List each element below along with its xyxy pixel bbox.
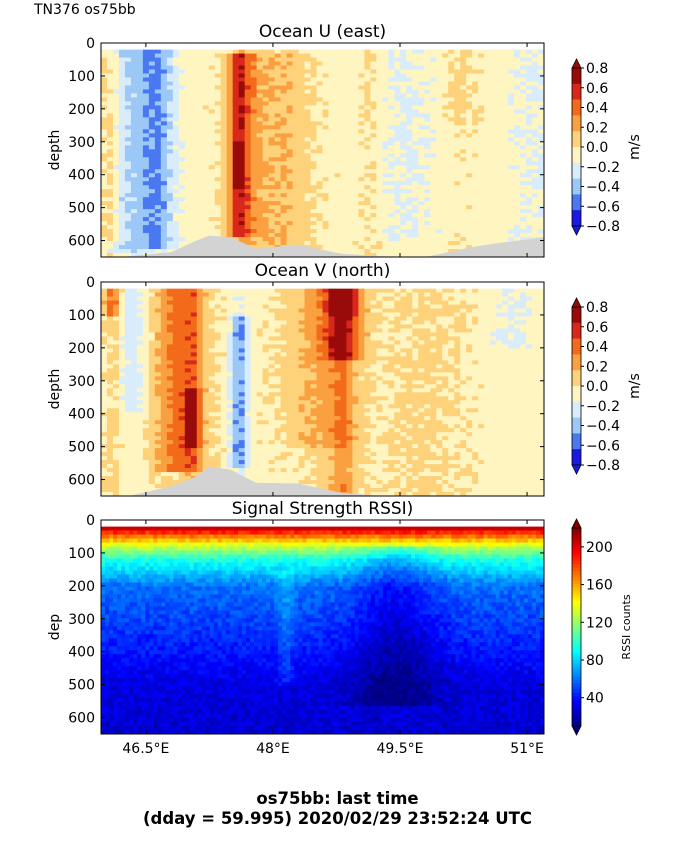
y-axis-label: dep [47,614,63,641]
y-tick-label: 400 [68,407,95,423]
x-tick-label: 48°E [256,741,290,757]
y-tick-label: 0 [86,36,95,52]
heatmap-field [101,43,544,257]
colorbar-tick-label: −0.2 [586,399,620,415]
colorbar-tick-label: 120 [586,615,613,631]
colorbar-tick-label: −0.8 [586,458,620,474]
chart-title: Ocean V (north) [255,261,391,281]
y-tick-label: 100 [68,308,95,324]
cruise-label: TN376 os75bb [34,2,136,18]
y-tick-label: 200 [68,102,95,118]
y-tick-label: 100 [68,69,95,85]
panel-ocean-v: Ocean V (north) depth 0 100 200 300 400 500 600 0… [47,261,643,497]
axes-frame [100,519,545,735]
colorbar-tick-label: 0.4 [586,101,608,117]
colorbar-tick-label: −0.6 [586,438,620,454]
colorbar-tick-label: 0.0 [586,140,608,156]
seafloor-mask [101,466,544,496]
chart-title: Signal Strength RSSI) [232,499,414,519]
panel-ocean-u: Ocean U (east) depth 0 100 200 300 400 500 600 0.… [47,22,643,258]
footer-line-1: os75bb: last time [256,789,419,808]
y-tick-label: 0 [86,513,95,529]
colorbar-tick-label: 160 [586,578,613,594]
heatmap-field [101,282,544,496]
y-tick-label: 500 [68,201,95,217]
y-tick-label: 400 [68,168,95,184]
x-tick-label: 46.5°E [122,741,169,757]
y-tick-label: 500 [68,440,95,456]
colorbar-tick-label: 0.8 [586,300,608,316]
colorbar-tick-label: 40 [586,691,604,707]
y-axis-label: depth [47,130,63,171]
y-tick-label: 500 [68,678,95,694]
colorbar-tick-label: 0.4 [586,340,608,356]
colorbar-tick-label: 0.2 [586,120,608,136]
colorbar [571,518,582,736]
colorbar-tick-label: −0.6 [586,199,620,215]
y-tick-label: 600 [68,711,95,727]
y-tick-label: 300 [68,612,95,628]
colorbar-tick-label: 0.2 [586,359,608,375]
y-tick-label: 200 [68,341,95,357]
footer-line-2: (dday = 59.995) 2020/02/29 23:52:24 UTC [142,809,533,828]
colorbar-label: m/s [627,134,643,160]
x-tick-label: 51°E [510,741,544,757]
colorbar-tick-label: 0.6 [586,320,608,336]
y-tick-label: 300 [68,135,95,151]
colorbar-tick-label: 0.0 [586,379,608,395]
colorbar-tick-label: 0.8 [586,61,608,77]
y-tick-label: 0 [86,275,95,291]
colorbar-label: RSSI counts [620,594,633,659]
colorbar-tick-label: 200 [586,540,613,556]
y-tick-label: 600 [68,234,95,250]
colorbar-tick-label: 0.6 [586,81,608,97]
x-tick-label: 49.5°E [376,741,423,757]
colorbar-tick-label: −0.2 [586,160,620,176]
panel-rssi: Signal Strength RSSI) dep 0 100 200 300 400 500… [47,499,633,757]
y-tick-label: 200 [68,579,95,595]
colorbar-label: m/s [627,373,643,399]
y-tick-label: 600 [68,473,95,489]
heatmap-field [101,520,544,734]
y-tick-label: 400 [68,645,95,661]
axes-frame [100,42,545,258]
y-axis-label: depth [47,369,63,410]
y-tick-label: 100 [68,546,95,562]
colorbar [571,58,582,236]
colorbar-tick-label: −0.4 [586,180,620,196]
axes-frame [100,281,545,497]
colorbar-tick-label: −0.4 [586,419,620,435]
colorbar [571,297,582,475]
seafloor-mask [101,235,544,257]
colorbar-tick-label: 80 [586,653,604,669]
y-tick-label: 300 [68,374,95,390]
colorbar-tick-label: −0.8 [586,219,620,235]
chart-title: Ocean U (east) [259,22,386,42]
